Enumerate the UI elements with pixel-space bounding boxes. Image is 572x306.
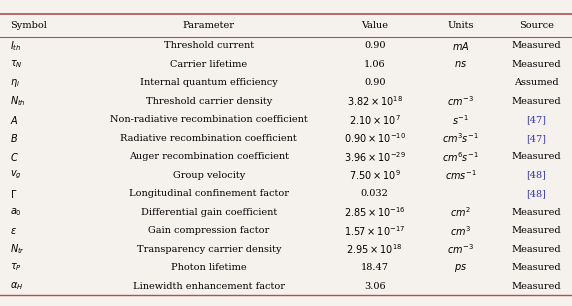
Text: $cm^{3}$: $cm^{3}$ <box>450 224 471 237</box>
Text: Auger recombination coefficient: Auger recombination coefficient <box>129 152 289 161</box>
Text: $ns$: $ns$ <box>454 59 467 69</box>
Text: Measured: Measured <box>511 263 561 272</box>
Text: Measured: Measured <box>511 60 561 69</box>
Text: $N_{th}$: $N_{th}$ <box>10 95 26 108</box>
Text: $3.96 \times 10^{-29}$: $3.96 \times 10^{-29}$ <box>344 150 406 164</box>
Text: Photon lifetime: Photon lifetime <box>171 263 247 272</box>
Text: Differential gain coefficient: Differential gain coefficient <box>141 208 277 217</box>
Text: Measured: Measured <box>511 282 561 291</box>
Text: Symbol: Symbol <box>10 21 46 30</box>
Text: Non-radiative recombination coefficient: Non-radiative recombination coefficient <box>110 115 308 124</box>
Text: $7.50 \times 10^{9}$: $7.50 \times 10^{9}$ <box>349 168 400 182</box>
Text: Assumed: Assumed <box>514 78 559 88</box>
Text: $A$: $A$ <box>10 114 18 126</box>
Text: $a_{0}$: $a_{0}$ <box>10 206 22 218</box>
Text: $0.90 \times 10^{-10}$: $0.90 \times 10^{-10}$ <box>344 131 406 145</box>
Text: [48]: [48] <box>526 171 546 180</box>
Text: $cm^{-3}$: $cm^{-3}$ <box>447 95 474 108</box>
Text: 1.06: 1.06 <box>364 60 386 69</box>
Text: Measured: Measured <box>511 208 561 217</box>
Text: 0.90: 0.90 <box>364 41 386 50</box>
Text: $\eta_{i}$: $\eta_{i}$ <box>10 77 20 89</box>
Text: Transparency carrier density: Transparency carrier density <box>137 244 281 254</box>
Text: $2.10 \times 10^{7}$: $2.10 \times 10^{7}$ <box>349 113 400 127</box>
Text: $cm^{2}$: $cm^{2}$ <box>450 205 471 219</box>
Text: [47]: [47] <box>526 115 546 124</box>
Text: $s^{-1}$: $s^{-1}$ <box>452 113 469 127</box>
Text: $3.82 \times 10^{18}$: $3.82 \times 10^{18}$ <box>347 95 403 108</box>
Text: Longitudinal confinement factor: Longitudinal confinement factor <box>129 189 289 198</box>
Text: $\tau_{N}$: $\tau_{N}$ <box>10 58 22 70</box>
Text: Measured: Measured <box>511 97 561 106</box>
Text: $v_{g}$: $v_{g}$ <box>10 169 22 181</box>
Text: $cm^{-3}$: $cm^{-3}$ <box>447 242 474 256</box>
Text: $2.95 \times 10^{18}$: $2.95 \times 10^{18}$ <box>347 242 403 256</box>
Text: 3.06: 3.06 <box>364 282 386 291</box>
Text: Radiative recombination coefficient: Radiative recombination coefficient <box>120 134 297 143</box>
Text: Measured: Measured <box>511 244 561 254</box>
Text: $N_{tr}$: $N_{tr}$ <box>10 242 25 256</box>
Text: $B$: $B$ <box>10 132 18 144</box>
Text: Value: Value <box>361 21 388 30</box>
Text: 18.47: 18.47 <box>361 263 388 272</box>
Text: Threshold current: Threshold current <box>164 41 254 50</box>
Text: Carrier lifetime: Carrier lifetime <box>170 60 247 69</box>
Text: $\epsilon$: $\epsilon$ <box>10 226 17 236</box>
Text: $C$: $C$ <box>10 151 18 163</box>
Text: Measured: Measured <box>511 152 561 161</box>
Text: Units: Units <box>447 21 474 30</box>
Text: $2.85 \times 10^{-16}$: $2.85 \times 10^{-16}$ <box>344 205 406 219</box>
Text: $mA$: $mA$ <box>452 40 469 52</box>
Text: Internal quantum efficiency: Internal quantum efficiency <box>140 78 277 88</box>
Text: [47]: [47] <box>526 134 546 143</box>
Text: $I_{th}$: $I_{th}$ <box>10 39 21 53</box>
Text: Threshold carrier density: Threshold carrier density <box>146 97 272 106</box>
Text: Measured: Measured <box>511 226 561 235</box>
Text: Group velocity: Group velocity <box>173 171 245 180</box>
Text: Source: Source <box>519 21 554 30</box>
Text: Measured: Measured <box>511 41 561 50</box>
Text: $\Gamma$: $\Gamma$ <box>10 188 17 200</box>
Text: $1.57 \times 10^{-17}$: $1.57 \times 10^{-17}$ <box>344 224 406 237</box>
Text: $cm^{3}s^{-1}$: $cm^{3}s^{-1}$ <box>442 131 479 145</box>
Text: $cm^{6}s^{-1}$: $cm^{6}s^{-1}$ <box>442 150 479 164</box>
Text: Linewidth enhancement factor: Linewidth enhancement factor <box>133 282 285 291</box>
Text: Parameter: Parameter <box>183 21 235 30</box>
Text: 0.032: 0.032 <box>361 189 388 198</box>
Text: 0.90: 0.90 <box>364 78 386 88</box>
Text: $\tau_{P}$: $\tau_{P}$ <box>10 262 22 274</box>
Text: $\alpha_{H}$: $\alpha_{H}$ <box>10 280 23 292</box>
Text: $cms^{-1}$: $cms^{-1}$ <box>444 168 476 182</box>
Text: Gain compression factor: Gain compression factor <box>148 226 269 235</box>
Text: [48]: [48] <box>526 189 546 198</box>
Text: $ps$: $ps$ <box>454 262 467 274</box>
